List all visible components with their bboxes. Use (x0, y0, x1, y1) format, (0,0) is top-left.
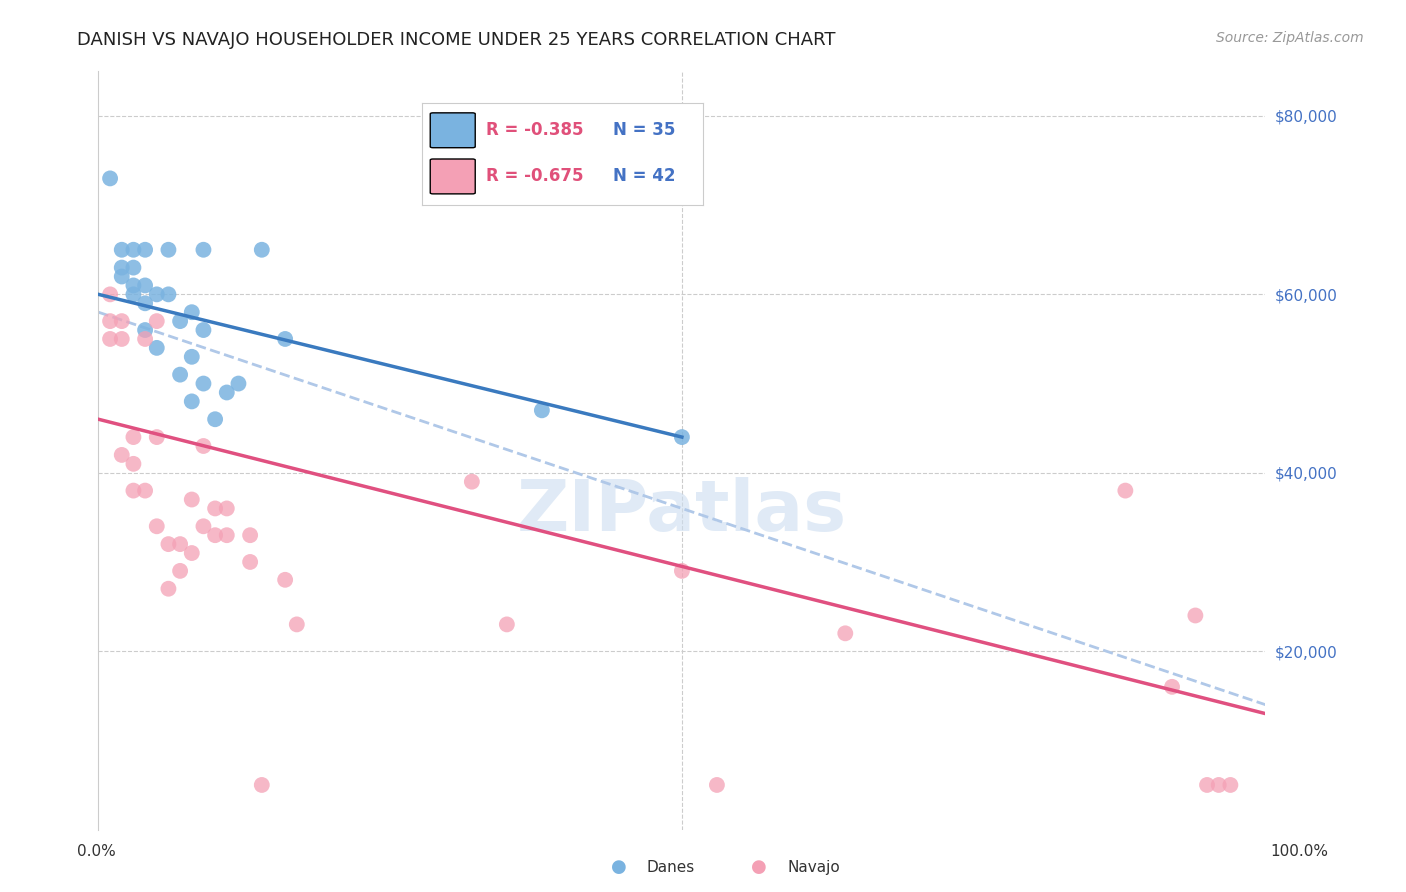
Point (834, 626, 856, 640)
Point (193, 243, 215, 257)
Point (285, 617, 308, 632)
Point (98, 332, 121, 346)
Point (122, 278, 145, 293)
Point (134, 296, 156, 310)
Point (134, 332, 156, 346)
Point (122, 287, 145, 301)
Point (204, 501, 226, 516)
Point (706, 778, 728, 792)
Point (671, 430, 693, 444)
Text: ●: ● (610, 858, 627, 876)
Point (1195, 778, 1218, 792)
Point (180, 394, 202, 409)
Text: N = 35: N = 35 (613, 121, 675, 139)
Point (98, 287, 121, 301)
Text: DANISH VS NAVAJO HOUSEHOLDER INCOME UNDER 25 YEARS CORRELATION CHART: DANISH VS NAVAJO HOUSEHOLDER INCOME UNDE… (77, 31, 835, 49)
Point (250, 243, 273, 257)
Point (180, 350, 202, 364)
Point (180, 305, 202, 319)
Text: ●: ● (751, 858, 768, 876)
Point (204, 412, 226, 426)
Point (111, 269, 134, 284)
Point (134, 483, 156, 498)
FancyBboxPatch shape (430, 113, 475, 148)
FancyBboxPatch shape (430, 159, 475, 194)
Point (193, 376, 215, 391)
Point (180, 546, 202, 560)
Point (134, 278, 156, 293)
Point (215, 501, 238, 516)
Point (239, 555, 262, 569)
Point (146, 519, 169, 533)
Point (111, 260, 134, 275)
Point (1208, 778, 1230, 792)
Text: Source: ZipAtlas.com: Source: ZipAtlas.com (1216, 31, 1364, 45)
Point (122, 483, 145, 498)
Point (122, 260, 145, 275)
Point (157, 243, 180, 257)
Point (111, 314, 134, 328)
Text: R = -0.385: R = -0.385 (486, 121, 583, 139)
Point (461, 475, 484, 489)
Text: ZIPatlas: ZIPatlas (517, 476, 846, 546)
Point (671, 564, 693, 578)
Point (111, 243, 134, 257)
Point (215, 528, 238, 542)
Text: 100.0%: 100.0% (1271, 845, 1329, 859)
Text: Danes: Danes (647, 861, 695, 875)
Point (146, 341, 169, 355)
Point (98, 171, 121, 186)
Point (250, 778, 273, 792)
Point (111, 448, 134, 462)
Point (146, 430, 169, 444)
Point (530, 403, 553, 417)
Point (193, 519, 215, 533)
Point (169, 368, 191, 382)
Point (122, 430, 145, 444)
Point (169, 564, 191, 578)
Point (1219, 778, 1241, 792)
Point (274, 332, 297, 346)
Point (111, 332, 134, 346)
Point (169, 537, 191, 551)
Point (496, 617, 519, 632)
Point (157, 537, 180, 551)
Point (122, 457, 145, 471)
Point (122, 243, 145, 257)
Point (1184, 608, 1206, 623)
Point (228, 376, 250, 391)
Text: R = -0.675: R = -0.675 (486, 168, 583, 186)
Point (134, 323, 156, 337)
Text: N = 42: N = 42 (613, 168, 675, 186)
Point (146, 287, 169, 301)
Point (180, 492, 202, 507)
Point (193, 323, 215, 337)
Point (204, 528, 226, 542)
Point (1161, 680, 1184, 694)
Point (193, 439, 215, 453)
Point (1114, 483, 1136, 498)
Point (215, 385, 238, 400)
Text: Navajo: Navajo (787, 861, 841, 875)
Text: 0.0%: 0.0% (77, 845, 117, 859)
Point (157, 287, 180, 301)
Point (169, 314, 191, 328)
Point (98, 314, 121, 328)
Point (146, 314, 169, 328)
Point (157, 582, 180, 596)
Point (239, 528, 262, 542)
Point (274, 573, 297, 587)
Point (134, 243, 156, 257)
